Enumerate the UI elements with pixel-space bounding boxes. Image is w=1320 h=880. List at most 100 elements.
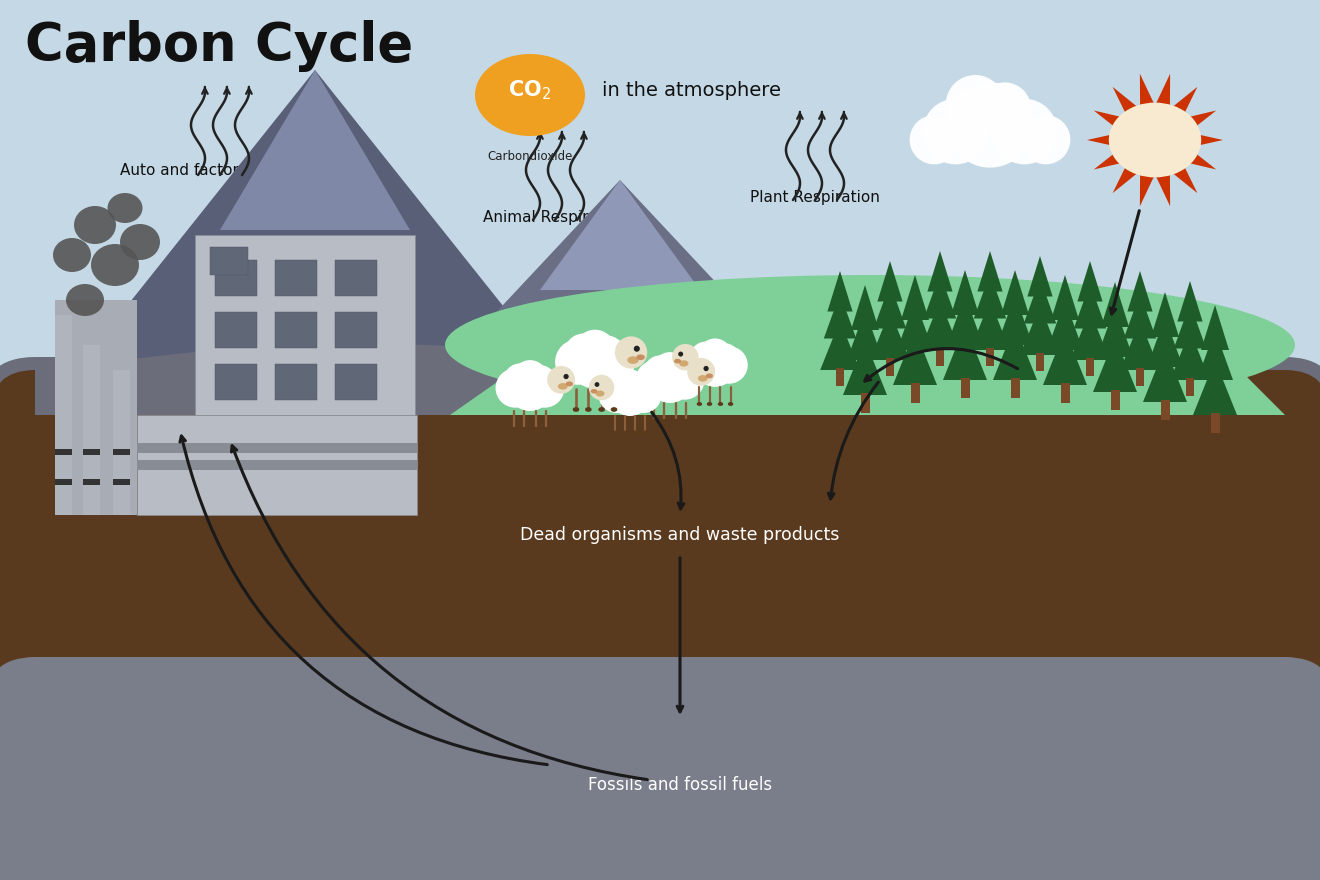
FancyBboxPatch shape	[1011, 378, 1019, 398]
Polygon shape	[997, 295, 1034, 345]
Text: Plant Respiration: Plant Respiration	[750, 190, 880, 205]
Circle shape	[682, 346, 719, 384]
Text: Dead organisms and waste products: Dead organisms and waste products	[520, 526, 840, 544]
Ellipse shape	[475, 54, 585, 136]
Polygon shape	[902, 275, 929, 320]
Text: Organic carbon: Organic carbon	[921, 400, 1039, 415]
Circle shape	[609, 374, 651, 416]
FancyBboxPatch shape	[1160, 400, 1170, 420]
FancyBboxPatch shape	[1060, 383, 1069, 403]
FancyBboxPatch shape	[55, 315, 73, 515]
Ellipse shape	[678, 360, 689, 367]
Polygon shape	[1123, 294, 1156, 339]
Circle shape	[948, 83, 1032, 167]
Polygon shape	[1171, 331, 1210, 380]
Circle shape	[991, 99, 1057, 165]
Polygon shape	[1024, 278, 1056, 324]
FancyBboxPatch shape	[195, 235, 414, 415]
Circle shape	[693, 343, 737, 387]
FancyBboxPatch shape	[137, 460, 417, 470]
Polygon shape	[1086, 74, 1224, 206]
FancyBboxPatch shape	[275, 364, 317, 400]
Polygon shape	[1071, 311, 1110, 360]
Circle shape	[626, 377, 661, 413]
Text: Carbon Cycle: Carbon Cycle	[25, 20, 413, 72]
Ellipse shape	[632, 430, 638, 435]
Ellipse shape	[53, 238, 91, 272]
FancyBboxPatch shape	[961, 378, 969, 398]
Circle shape	[688, 358, 715, 385]
Ellipse shape	[718, 402, 723, 406]
Polygon shape	[993, 325, 1038, 380]
FancyBboxPatch shape	[55, 449, 73, 455]
Polygon shape	[1197, 330, 1233, 380]
Circle shape	[698, 339, 733, 373]
Polygon shape	[1001, 270, 1030, 315]
Polygon shape	[1201, 305, 1229, 350]
Text: Animal Respiration: Animal Respiration	[483, 210, 627, 225]
Ellipse shape	[445, 275, 1295, 415]
Circle shape	[664, 357, 696, 390]
Polygon shape	[1151, 292, 1179, 337]
Circle shape	[495, 369, 535, 407]
Polygon shape	[878, 261, 903, 302]
Polygon shape	[928, 251, 953, 291]
Circle shape	[704, 366, 709, 371]
Circle shape	[909, 115, 958, 165]
FancyBboxPatch shape	[1086, 358, 1094, 376]
Circle shape	[1022, 115, 1071, 165]
Circle shape	[589, 339, 635, 385]
Ellipse shape	[636, 355, 645, 360]
Polygon shape	[894, 330, 937, 385]
Circle shape	[614, 370, 647, 402]
Polygon shape	[977, 251, 1003, 291]
Circle shape	[634, 346, 640, 352]
FancyBboxPatch shape	[0, 657, 1320, 880]
Circle shape	[504, 363, 536, 396]
Polygon shape	[1097, 307, 1133, 357]
Polygon shape	[824, 294, 857, 339]
Circle shape	[606, 372, 636, 402]
Circle shape	[556, 339, 601, 385]
Polygon shape	[924, 274, 956, 319]
Polygon shape	[828, 271, 853, 312]
Circle shape	[564, 374, 569, 379]
Ellipse shape	[533, 427, 539, 431]
FancyBboxPatch shape	[1185, 378, 1195, 396]
Text: Auto and factory emission: Auto and factory emission	[120, 163, 321, 178]
Circle shape	[710, 346, 747, 384]
Circle shape	[565, 334, 603, 371]
Ellipse shape	[643, 430, 648, 435]
Polygon shape	[1143, 347, 1187, 402]
FancyBboxPatch shape	[335, 312, 378, 348]
Circle shape	[548, 366, 576, 393]
Circle shape	[598, 377, 635, 413]
Circle shape	[690, 341, 721, 373]
Ellipse shape	[706, 402, 713, 406]
Ellipse shape	[511, 427, 516, 431]
Text: Fossils and fossil fuels: Fossils and fossil fuels	[587, 776, 772, 794]
Polygon shape	[874, 283, 907, 328]
Ellipse shape	[651, 419, 656, 423]
Polygon shape	[1093, 337, 1137, 392]
Circle shape	[945, 75, 1005, 134]
Ellipse shape	[573, 407, 579, 412]
Ellipse shape	[706, 373, 713, 378]
Circle shape	[672, 344, 698, 370]
Text: in the atmosphere: in the atmosphere	[602, 80, 781, 99]
FancyBboxPatch shape	[83, 345, 100, 515]
Polygon shape	[1177, 281, 1203, 321]
Circle shape	[525, 369, 565, 407]
Polygon shape	[1043, 330, 1086, 385]
FancyBboxPatch shape	[1137, 368, 1144, 386]
FancyBboxPatch shape	[861, 393, 870, 413]
Polygon shape	[400, 180, 840, 415]
Ellipse shape	[74, 206, 116, 244]
Polygon shape	[851, 285, 879, 330]
Polygon shape	[1051, 275, 1078, 320]
FancyBboxPatch shape	[55, 479, 73, 485]
Ellipse shape	[727, 402, 734, 406]
FancyBboxPatch shape	[215, 260, 257, 296]
FancyBboxPatch shape	[335, 364, 378, 400]
Circle shape	[678, 352, 684, 356]
